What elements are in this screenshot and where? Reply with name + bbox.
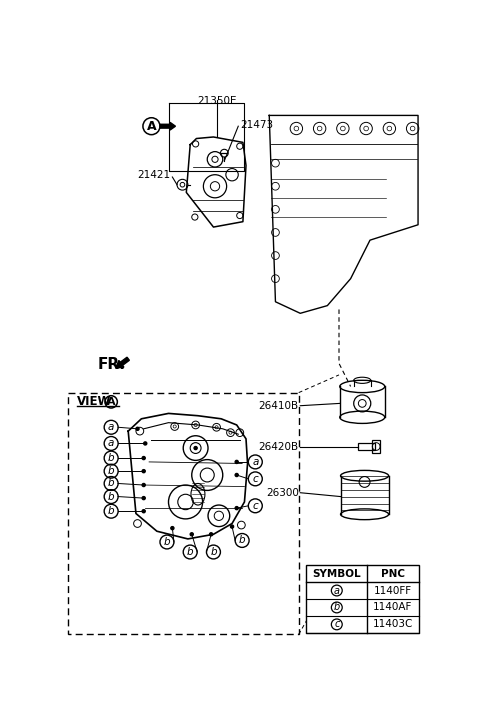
Text: A: A — [146, 120, 156, 133]
Circle shape — [190, 533, 193, 536]
Circle shape — [235, 507, 238, 510]
Circle shape — [235, 473, 238, 477]
Text: b: b — [108, 506, 114, 516]
FancyArrow shape — [160, 122, 176, 130]
Text: b: b — [239, 536, 245, 546]
Text: b: b — [187, 547, 193, 557]
Circle shape — [235, 460, 238, 463]
Text: FR.: FR. — [97, 358, 125, 373]
Circle shape — [142, 457, 145, 460]
Text: b: b — [210, 547, 217, 557]
Text: b: b — [108, 466, 114, 476]
Circle shape — [144, 442, 147, 445]
Text: 21350E: 21350E — [197, 96, 236, 106]
Text: PNC: PNC — [381, 569, 405, 579]
Text: VIEW: VIEW — [77, 396, 111, 409]
Text: 26410B: 26410B — [259, 401, 299, 411]
Text: 26420B: 26420B — [259, 442, 299, 452]
Circle shape — [142, 510, 145, 513]
Text: 1140AF: 1140AF — [373, 602, 413, 612]
Text: 21421: 21421 — [138, 170, 171, 180]
Circle shape — [171, 526, 174, 530]
Text: b: b — [108, 453, 114, 463]
Circle shape — [194, 447, 197, 449]
Text: b: b — [108, 492, 114, 502]
Bar — [372, 440, 380, 452]
Text: a: a — [108, 439, 114, 449]
Text: 11403C: 11403C — [373, 620, 413, 630]
Bar — [359, 443, 375, 450]
Text: b: b — [108, 478, 114, 488]
Bar — [306, 565, 419, 633]
Text: c: c — [252, 474, 258, 484]
Circle shape — [136, 427, 139, 430]
Circle shape — [142, 497, 145, 500]
Text: A: A — [107, 397, 116, 407]
Text: a: a — [108, 422, 114, 432]
Text: c: c — [334, 620, 339, 630]
Circle shape — [210, 533, 213, 536]
Text: c: c — [252, 501, 258, 510]
Circle shape — [142, 483, 145, 487]
Bar — [68, 393, 299, 635]
Circle shape — [230, 525, 234, 528]
Circle shape — [142, 470, 145, 472]
Text: a: a — [334, 585, 340, 595]
Text: 21473: 21473 — [240, 120, 273, 130]
Text: a: a — [252, 457, 259, 467]
Text: 1140FF: 1140FF — [374, 585, 412, 595]
FancyArrow shape — [116, 357, 130, 368]
Text: SYMBOL: SYMBOL — [312, 569, 361, 579]
Text: 26300: 26300 — [266, 488, 299, 498]
Text: b: b — [164, 537, 170, 547]
Text: b: b — [334, 602, 340, 612]
